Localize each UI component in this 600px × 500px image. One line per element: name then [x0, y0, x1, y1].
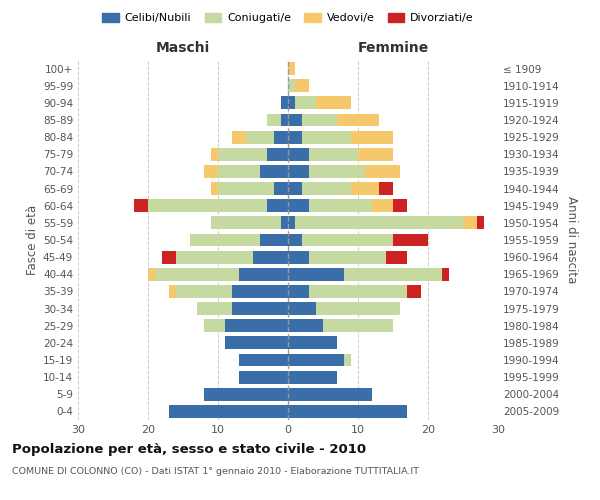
Bar [288, 114, 302, 126]
Bar [218, 148, 267, 160]
Text: Femmine: Femmine [358, 41, 428, 55]
Bar [442, 268, 449, 280]
Bar [288, 285, 309, 298]
Bar [295, 80, 309, 92]
Bar [155, 268, 239, 280]
Bar [288, 302, 316, 315]
Bar [232, 302, 288, 315]
Bar [295, 216, 463, 230]
Bar [253, 250, 288, 264]
Bar [393, 234, 428, 246]
Bar [169, 285, 176, 298]
Bar [288, 216, 295, 230]
Bar [386, 250, 407, 264]
Bar [288, 370, 337, 384]
Bar [316, 302, 400, 315]
Bar [260, 165, 288, 178]
Bar [288, 182, 302, 195]
Bar [407, 285, 421, 298]
Bar [218, 182, 274, 195]
Bar [176, 250, 253, 264]
Bar [281, 96, 288, 110]
Bar [344, 268, 442, 280]
Bar [288, 96, 295, 110]
Bar [302, 182, 351, 195]
Bar [358, 148, 393, 160]
Bar [232, 285, 288, 298]
Bar [169, 405, 288, 418]
Bar [316, 96, 351, 110]
Bar [477, 216, 484, 230]
Bar [288, 62, 295, 75]
Bar [239, 370, 288, 384]
Bar [351, 182, 379, 195]
Y-axis label: Anni di nascita: Anni di nascita [565, 196, 578, 284]
Bar [267, 148, 288, 160]
Bar [211, 182, 218, 195]
Bar [288, 234, 302, 246]
Legend: Celibi/Nubili, Coniugati/e, Vedovi/e, Divorziati/e: Celibi/Nubili, Coniugati/e, Vedovi/e, Di… [98, 8, 478, 28]
Bar [204, 165, 218, 178]
Bar [288, 268, 344, 280]
Bar [288, 354, 344, 366]
Bar [337, 114, 379, 126]
Bar [309, 285, 407, 298]
Bar [274, 182, 288, 195]
Bar [225, 320, 288, 332]
Bar [204, 388, 288, 400]
Bar [288, 405, 407, 418]
Bar [379, 182, 393, 195]
Bar [225, 336, 288, 349]
Bar [239, 268, 288, 280]
Y-axis label: Fasce di età: Fasce di età [26, 205, 39, 275]
Bar [211, 148, 218, 160]
Bar [274, 130, 288, 143]
Bar [281, 216, 288, 230]
Bar [211, 216, 281, 230]
Bar [232, 130, 246, 143]
Bar [365, 165, 400, 178]
Bar [288, 200, 309, 212]
Bar [190, 234, 260, 246]
Bar [288, 388, 372, 400]
Bar [295, 96, 316, 110]
Bar [309, 250, 386, 264]
Bar [148, 268, 155, 280]
Bar [302, 234, 393, 246]
Bar [288, 148, 309, 160]
Bar [267, 114, 281, 126]
Bar [393, 200, 407, 212]
Bar [288, 80, 295, 92]
Bar [302, 114, 337, 126]
Bar [288, 165, 309, 178]
Text: COMUNE DI COLONNO (CO) - Dati ISTAT 1° gennaio 2010 - Elaborazione TUTTITALIA.IT: COMUNE DI COLONNO (CO) - Dati ISTAT 1° g… [12, 468, 419, 476]
Bar [288, 250, 309, 264]
Bar [267, 200, 288, 212]
Bar [162, 250, 176, 264]
Bar [197, 302, 232, 315]
Bar [372, 200, 393, 212]
Bar [260, 234, 288, 246]
Bar [134, 200, 148, 212]
Bar [309, 200, 372, 212]
Bar [309, 148, 358, 160]
Text: Popolazione per età, sesso e stato civile - 2010: Popolazione per età, sesso e stato civil… [12, 442, 366, 456]
Bar [309, 165, 365, 178]
Bar [463, 216, 477, 230]
Bar [239, 354, 288, 366]
Bar [288, 320, 323, 332]
Bar [302, 130, 351, 143]
Bar [176, 285, 232, 298]
Bar [351, 130, 393, 143]
Bar [323, 320, 393, 332]
Text: Maschi: Maschi [156, 41, 210, 55]
Bar [344, 354, 351, 366]
Bar [281, 114, 288, 126]
Bar [204, 320, 225, 332]
Bar [148, 200, 267, 212]
Bar [218, 165, 260, 178]
Bar [246, 130, 274, 143]
Bar [288, 336, 337, 349]
Bar [288, 130, 302, 143]
